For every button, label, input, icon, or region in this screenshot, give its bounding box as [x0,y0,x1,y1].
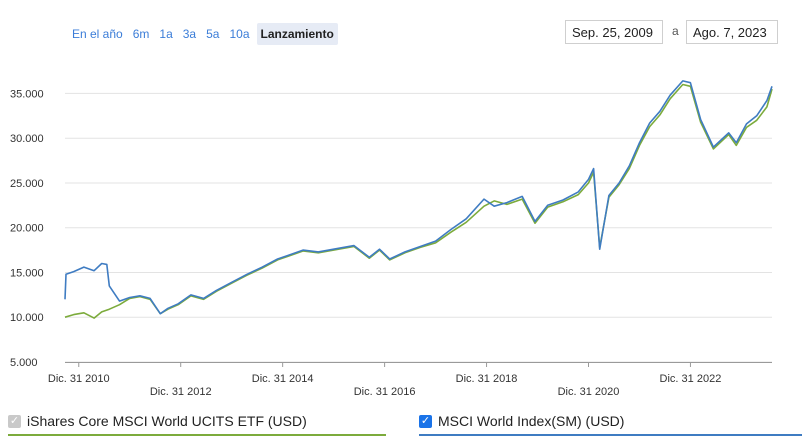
series-line-msci-world [64,80,773,315]
series-lines [64,80,773,319]
y-tick-label: 5.000 [10,357,38,369]
y-tick-label: 35.000 [10,88,44,100]
x-axis: Dic. 31 2010 Dic. 31 2012 Dic. 31 2014 Dic.… [48,362,772,398]
series-line-ishares-etf [64,83,773,319]
y-tick-label: 25.000 [10,178,44,190]
range-button-1y[interactable]: 1a [159,27,173,41]
legend-label-ishares-etf: iShares Core MSCI World UCITS ETF (USD) [27,413,307,429]
x-tick-label: Dic. 31 2020 [558,386,620,398]
legend-item-msci-world[interactable]: ✓ MSCI World Index(SM) (USD) [419,408,802,436]
y-tick-label: 15.000 [10,267,44,279]
date-to-input[interactable]: Ago. 7, 2023 [686,20,778,44]
range-button-ytd[interactable]: En el año [72,27,123,41]
y-tick-label: 10.000 [10,312,44,324]
x-tick-label: Dic. 31 2016 [354,386,416,398]
range-button-3y[interactable]: 3a [182,27,197,41]
legend-item-ishares-etf[interactable]: ✓ iShares Core MSCI World UCITS ETF (USD… [8,408,386,436]
y-tick-label: 30.000 [10,133,44,145]
x-tick-label: Dic. 31 2014 [252,373,314,385]
x-tick-label: Dic. 31 2012 [150,386,212,398]
range-button-10y[interactable]: 10a [229,27,250,41]
y-axis: 5.000 10.000 15.000 20.000 25.000 30.000 35.00… [10,88,44,369]
x-tick-label: Dic. 31 2022 [660,373,722,385]
range-selector: En el año 6m 1a 3a 5a 10a Lanzamiento [69,22,342,46]
y-tick-label: 20.000 [10,223,44,235]
date-from-input[interactable]: Sep. 25, 2009 [565,20,663,44]
legend-label-msci-world: MSCI World Index(SM) (USD) [438,413,625,429]
range-button-inception[interactable]: Lanzamiento [256,23,338,45]
performance-chart: 5.000 10.000 15.000 20.000 25.000 30.000 35.00… [10,80,773,398]
date-separator: a [672,24,679,38]
x-tick-label: Dic. 31 2018 [456,373,518,385]
x-tick-label: Dic. 31 2010 [48,373,110,385]
checkbox-checked-icon[interactable]: ✓ [419,414,432,428]
checkbox-unchecked-icon[interactable]: ✓ [8,414,21,428]
grid-lines [65,92,772,363]
range-button-5y[interactable]: 5a [206,27,220,41]
range-button-6m[interactable]: 6m [132,27,150,41]
